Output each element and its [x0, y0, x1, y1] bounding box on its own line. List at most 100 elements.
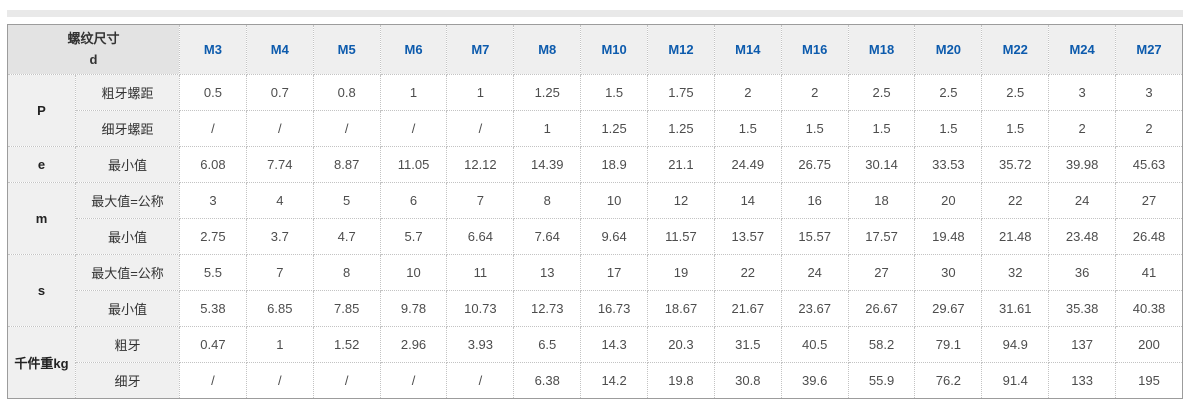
value-cell: 19.48 — [914, 218, 983, 255]
value-cell: 10 — [580, 182, 649, 219]
value-cell: 12 — [647, 182, 715, 219]
size-column-header: M16 — [780, 24, 849, 75]
table-body: P 粗牙螺距 0.5 0.7 0.8 1 1 1.25 1.5 1.75 2 2 2.5 2.5 2.5 3 3… — [7, 74, 1183, 399]
value-cell: 21.1 — [647, 146, 715, 183]
value-cell: 40.5 — [780, 326, 849, 363]
value-cell: 35.38 — [1048, 290, 1117, 327]
value-cell: 27 — [1115, 182, 1183, 219]
value-cell: 12.12 — [446, 146, 515, 183]
value-cell: 7.74 — [245, 146, 314, 183]
value-cell: 29.67 — [914, 290, 983, 327]
value-cell: 195 — [1115, 362, 1183, 399]
value-cell: 27 — [847, 254, 916, 291]
value-cell: 3.7 — [245, 218, 314, 255]
table-row: 细牙 / / / //6.38 14.2 19.8 30.8 39.6 55.9 76.2 91.4 1… — [8, 362, 1183, 399]
value-cell: 2 — [780, 74, 849, 111]
table-row: m 最大值=公称 3 4 5 6 7 8 10 12 14 16 18 20 22 24 27 — [7, 182, 1183, 255]
value-cell: 2.5 — [914, 74, 983, 111]
value-cell: 18.67 — [647, 290, 715, 327]
value-cell: 91.4 — [981, 362, 1050, 399]
row-sub-label: 最小值 — [74, 218, 181, 255]
value-cell: 3 — [179, 182, 247, 219]
size-column-header: M10 — [580, 24, 649, 75]
value-cell: 4 — [245, 182, 314, 219]
value-cell: 10 — [379, 254, 448, 291]
value-cell: 1.5 — [580, 74, 649, 111]
value-cell: 39.6 — [780, 362, 849, 399]
value-cell: 1.5 — [847, 110, 916, 147]
value-cell: / — [245, 110, 314, 147]
value-cell: 11.57 — [647, 218, 715, 255]
value-cell: 76.2 — [914, 362, 983, 399]
value-cell: 24.49 — [713, 146, 782, 183]
value-cell: 26.48 — [1115, 218, 1183, 255]
value-cell: 8 — [312, 254, 381, 291]
value-cell: 8 — [513, 182, 582, 219]
value-cell: 36 — [1048, 254, 1117, 291]
value-cell: 7.85 — [312, 290, 381, 327]
value-cell: 3.93 — [446, 326, 515, 363]
table-row: 最小值 5.38 6.85 7.85 9.78 10.73 12.73 16.73 18.67 2… — [8, 290, 1183, 327]
size-column-header: M3 — [179, 24, 247, 75]
value-cell: 14.2 — [580, 362, 649, 399]
value-cell: 1.25 — [647, 110, 715, 147]
value-cell: 12.73 — [513, 290, 582, 327]
value-cell: 17.57 — [847, 218, 916, 255]
row-sub-label: 最大值=公称 — [74, 254, 181, 291]
value-cell: 10.73 — [446, 290, 515, 327]
value-cell: 94.9 — [981, 326, 1050, 363]
value-cell: 39.98 — [1048, 146, 1117, 183]
value-cell: 6.5 — [513, 326, 582, 363]
value-cell: / — [446, 110, 515, 147]
value-cell: / — [179, 110, 247, 147]
value-cell: 2.75 — [179, 218, 247, 255]
size-column-header: M7 — [446, 24, 515, 75]
value-cell: 35.72 — [981, 146, 1050, 183]
value-cell: 55.9 — [847, 362, 916, 399]
value-cell: / — [312, 110, 381, 147]
value-cell: 14 — [713, 182, 782, 219]
value-cell: 1 — [513, 110, 582, 147]
value-cell: 1 — [446, 74, 515, 111]
value-cell: 3 — [1048, 74, 1117, 111]
value-cell: 1.25 — [580, 110, 649, 147]
value-cell: 0.47 — [179, 326, 247, 363]
table-row: 最小值 2.75 3.7 4.7 5.7 6.64 7.64 9.64 11.57 13.57 15… — [8, 218, 1183, 255]
value-cell: 21.67 — [713, 290, 782, 327]
value-cell: 31.5 — [713, 326, 782, 363]
row-sub-label: 细牙 — [74, 362, 181, 399]
size-column-header: M20 — [914, 24, 983, 75]
value-cell: 0.5 — [179, 74, 247, 111]
row-sub-label: 最小值 — [74, 290, 181, 327]
corner-title: 螺纹尺寸 — [67, 30, 120, 46]
value-cell: 15.57 — [780, 218, 849, 255]
size-column-header: M5 — [312, 24, 381, 75]
value-cell: 3 — [1115, 74, 1183, 111]
row-sub-label: 粗牙螺距 — [74, 74, 181, 111]
value-cell: 7 — [245, 254, 314, 291]
value-cell: 1 — [245, 326, 314, 363]
value-cell: 32 — [981, 254, 1050, 291]
table-row: s 最大值=公称 5.5 7 8 10 11 13 17 19 22 24 27 30 32 36 41 — [7, 254, 1183, 327]
value-cell: 26.75 — [780, 146, 849, 183]
value-cell: 41 — [1115, 254, 1183, 291]
value-cell: 0.8 — [312, 74, 381, 111]
value-cell: 6.64 — [446, 218, 515, 255]
value-cell: 8.87 — [312, 146, 381, 183]
value-cell: 30.14 — [847, 146, 916, 183]
thread-dimensions-table: 螺纹尺寸 d M3 M4 M5 M6 M7 M8 M10 M12 M14 M16 M18 M20 M22… — [6, 24, 1183, 399]
value-cell: 26.67 — [847, 290, 916, 327]
value-cell: 1.52 — [312, 326, 381, 363]
value-cell: 21.48 — [981, 218, 1050, 255]
corner-symbol: d — [89, 51, 98, 67]
value-cell: 20.3 — [647, 326, 715, 363]
value-cell: 22 — [981, 182, 1050, 219]
value-cell: 30.8 — [713, 362, 782, 399]
value-cell: 22 — [713, 254, 782, 291]
value-cell: 133 — [1048, 362, 1117, 399]
table-row: P 粗牙螺距 0.5 0.7 0.8 1 1 1.25 1.5 1.75 2 2 2.5 2.5 2.5 3 3 — [7, 74, 1183, 147]
value-cell: 7.64 — [513, 218, 582, 255]
table-row: e 最小值 6.08 7.74 8.87 11.05 12.12 14.39 18.9 21.1 2… — [7, 146, 1183, 183]
value-cell: 14.39 — [513, 146, 582, 183]
value-cell: 45.63 — [1115, 146, 1183, 183]
